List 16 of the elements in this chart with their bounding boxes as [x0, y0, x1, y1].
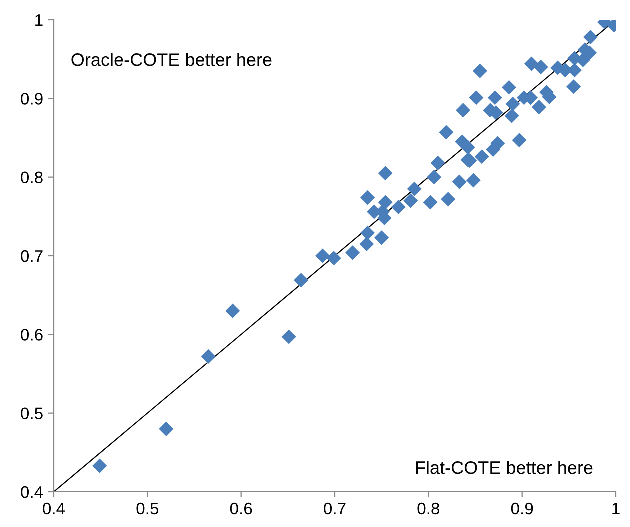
- y-tick-label: 0.8: [21, 172, 43, 184]
- annotation: Flat-COTE better here: [416, 461, 593, 474]
- x-tick-label: 0.8: [418, 502, 440, 515]
- y-tick-label: 0.4: [21, 486, 44, 498]
- y-tick-label: 0.7: [21, 250, 43, 262]
- x-tick-label: 0.7: [324, 502, 346, 515]
- annotation: Oracle-COTE better here: [72, 53, 272, 66]
- y-tick-label: 1: [36, 14, 43, 26]
- x-tick-label: 1: [612, 503, 620, 514]
- x-tick-label: 0.9: [511, 502, 534, 515]
- x-tick-label: 0.6: [230, 502, 252, 515]
- x-tick-label: 0.4: [43, 502, 66, 515]
- y-tick-label: 0.5: [21, 408, 43, 420]
- x-tick-label: 0.5: [136, 502, 159, 515]
- y-tick-label: 0.6: [21, 329, 43, 341]
- y-tick-label: 0.9: [21, 93, 43, 105]
